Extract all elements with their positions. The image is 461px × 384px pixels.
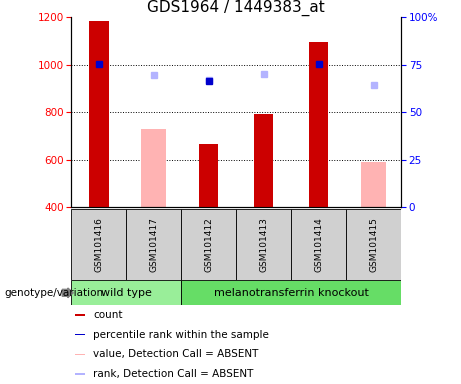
Text: rank, Detection Call = ABSENT: rank, Detection Call = ABSENT: [93, 369, 253, 379]
Bar: [346, 209, 401, 280]
Bar: [75, 354, 85, 355]
Bar: [75, 314, 85, 316]
Bar: [236, 209, 291, 280]
Text: GSM101416: GSM101416: [95, 217, 103, 272]
Text: genotype/variation: genotype/variation: [5, 288, 104, 298]
Text: melanotransferrin knockout: melanotransferrin knockout: [214, 288, 369, 298]
Bar: [291, 209, 346, 280]
Bar: [199, 144, 219, 207]
Bar: [75, 374, 85, 375]
Text: count: count: [93, 310, 122, 320]
Bar: [309, 42, 328, 207]
Bar: [181, 280, 401, 305]
Bar: [71, 209, 126, 280]
Text: GSM101415: GSM101415: [369, 217, 378, 272]
Text: percentile rank within the sample: percentile rank within the sample: [93, 330, 269, 340]
Text: GSM101412: GSM101412: [204, 217, 213, 272]
Text: value, Detection Call = ABSENT: value, Detection Call = ABSENT: [93, 349, 258, 359]
Title: GDS1964 / 1449383_at: GDS1964 / 1449383_at: [148, 0, 325, 16]
Bar: [181, 209, 236, 280]
Text: GSM101417: GSM101417: [149, 217, 159, 272]
Bar: [71, 280, 181, 305]
Bar: [142, 129, 166, 207]
Text: GSM101414: GSM101414: [314, 217, 323, 272]
Bar: [361, 162, 386, 207]
Bar: [254, 114, 273, 207]
Text: wild type: wild type: [101, 288, 152, 298]
Bar: [89, 21, 108, 207]
Bar: [75, 334, 85, 336]
Bar: [126, 209, 181, 280]
Text: GSM101413: GSM101413: [259, 217, 268, 272]
